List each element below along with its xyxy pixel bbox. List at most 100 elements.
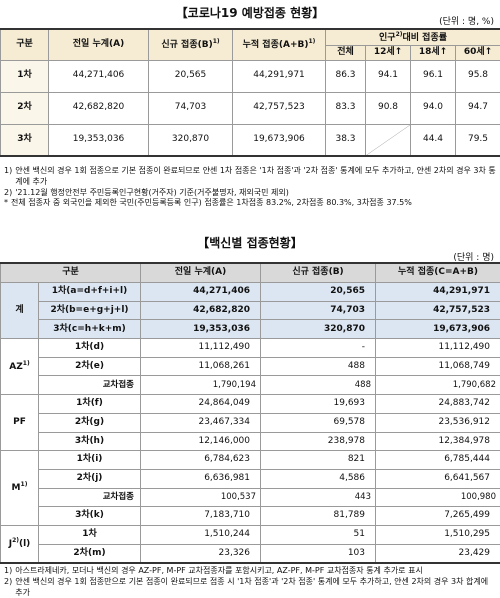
value-cell: 94.0	[411, 92, 456, 124]
value-cell: 23,429	[376, 544, 500, 563]
note: *전체 접종자 중 외국인을 제외한 국민(주민등록등록 인구) 접종률은 1차…	[4, 198, 496, 209]
value-cell: 11,112,490	[141, 339, 261, 358]
row-label: 2차(g)	[39, 413, 141, 432]
group-label: M1)	[1, 451, 39, 526]
value-cell: 42,757,523	[233, 92, 326, 124]
row-label: 3차(h)	[39, 432, 141, 451]
note: 1)얀센 백신의 경우 1회 접종으로 기본 접종이 완료되므로 얀센 1차 접…	[4, 166, 496, 188]
group-text: PF	[13, 417, 26, 427]
row-label: 1차(a=d+f+i+l)	[39, 283, 141, 302]
value-cell: 103	[261, 544, 376, 563]
value-cell: 90.8	[366, 92, 411, 124]
value-cell: 6,784,623	[141, 451, 261, 470]
value-cell: 38.3	[326, 124, 366, 156]
header-text: 누적 접종(A+B)	[243, 40, 309, 50]
group-header: 인구2)대비 접종률	[326, 29, 500, 45]
row-label: 3차	[1, 124, 49, 156]
value-cell: 74,703	[261, 301, 376, 320]
unit: (단위 : 명, %)	[439, 14, 494, 27]
value-cell: 20,565	[149, 60, 233, 92]
value-cell: 11,068,261	[141, 357, 261, 376]
row-label: 2차(b=e+g+j+l)	[39, 301, 141, 320]
note-marker: 2)	[4, 188, 12, 199]
value-cell: 74,703	[149, 92, 233, 124]
header-cell: 신규 접종(B)	[261, 263, 376, 283]
header-cell: 누적 접종(A+B)1)	[233, 29, 326, 60]
row-label: 1차(d)	[39, 339, 141, 358]
value-cell: 6,636,981	[141, 469, 261, 488]
data-row: AZ1)1차(d)11,112,490-11,112,490	[1, 339, 500, 358]
value-cell: 83.3	[326, 92, 366, 124]
header-cell: 전일 누계(A)	[49, 29, 149, 60]
note-text: 아스트라제네카, 모더나 백신의 경우 AZ-PF, M-PF 교차접종자를 포…	[15, 566, 423, 577]
value-cell: 69,578	[261, 413, 376, 432]
value-cell: 6,785,444	[376, 451, 500, 470]
cross-value: 100,537	[141, 488, 261, 507]
footnote-ref: 2)	[12, 537, 19, 544]
note-text: 전체 접종자 중 외국인을 제외한 국민(주민등록등록 인구) 접종률은 1차접…	[11, 198, 412, 209]
note-text: 얀센 백신의 경우 1회 접종만으로 기본 접종이 완료되므로 접종 시 '1차…	[15, 577, 496, 598]
value-cell: 488	[261, 357, 376, 376]
footnote-ref: 1)	[213, 38, 220, 45]
value-cell: 1,510,295	[376, 525, 500, 544]
value-cell: 12,146,000	[141, 432, 261, 451]
value-cell: 23,536,912	[376, 413, 500, 432]
row-label: 2차(m)	[39, 544, 141, 563]
note-marker: 1)	[4, 566, 12, 577]
footnote-ref: 1)	[308, 38, 315, 45]
header-text: 전일 누계(A)	[73, 39, 124, 49]
notes: 1)얀센 백신의 경우 1회 접종으로 기본 접종이 완료되므로 얀센 1차 접…	[4, 166, 496, 209]
row-label: 1차(f)	[39, 395, 141, 414]
cross-value: 1,790,194	[141, 376, 261, 395]
note-marker: 2)	[4, 577, 12, 598]
header-cell: 구분	[1, 263, 141, 283]
group-label: J2)(l)	[1, 525, 39, 562]
sub-header: 18세↑	[411, 45, 456, 60]
value-cell: 24,883,742	[376, 395, 500, 414]
sub-header: 60세↑	[456, 45, 500, 60]
note: 2)'21.12월 행정안전부 주민등록인구현황(거주자) 기준(거주불명자, …	[4, 188, 496, 199]
value-cell: 6,641,567	[376, 469, 500, 488]
value-cell: 19,693	[261, 395, 376, 414]
header-text: 신규 접종(B)	[161, 40, 212, 50]
notes: 1)아스트라제네카, 모더나 백신의 경우 AZ-PF, M-PF 교차접종자를…	[4, 566, 496, 598]
header-cell: 구분	[1, 29, 49, 60]
header-cell: 누적 접종(C=A+B)	[376, 263, 500, 283]
group-suffix: (l)	[19, 539, 30, 549]
value-cell: 94.7	[456, 92, 500, 124]
note-text: '21.12월 행정안전부 주민등록인구현황(거주자) 기준(거주불명자, 재외…	[15, 188, 289, 199]
note-marker: *	[4, 198, 8, 209]
header-text: 인구	[379, 33, 396, 43]
value-cell: 51	[261, 525, 376, 544]
row-label: 2차	[1, 92, 49, 124]
row-label: 3차(c=h+k+m)	[39, 320, 141, 339]
row-label: 1차	[39, 525, 141, 544]
value-cell: 20,565	[261, 283, 376, 302]
value-cell: 1,510,244	[141, 525, 261, 544]
group-text: AZ	[9, 362, 23, 372]
value-cell: 42,757,523	[376, 301, 500, 320]
header-text: 대비 접종률	[402, 33, 447, 43]
value-cell: 96.1	[411, 60, 456, 92]
value-cell: 44.4	[411, 124, 456, 156]
value-cell: 94.1	[366, 60, 411, 92]
value-cell: 23,326	[141, 544, 261, 563]
value-cell: 95.8	[456, 60, 500, 92]
empty-cell	[366, 124, 411, 156]
note-text: 얀센 백신의 경우 1회 접종으로 기본 접종이 완료되므로 얀센 1차 접종은…	[15, 166, 496, 188]
value-cell: 79.5	[456, 124, 500, 156]
value-cell: 12,384,978	[376, 432, 500, 451]
value-cell: 44,271,406	[141, 283, 261, 302]
